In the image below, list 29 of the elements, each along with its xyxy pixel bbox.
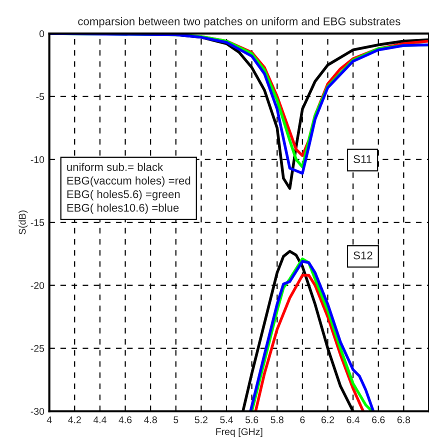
chart-title: comparsion between two patches on uniform and EBG substrates — [78, 17, 400, 28]
x-tick-label: 5 — [174, 416, 178, 424]
x-tick-label: 4 — [46, 416, 52, 424]
annotation: uniform sub.= black EBG(vaccum holes) =red EBG( holes5.6) =green EBG( holes10.6) =blue — [67, 162, 190, 214]
line-series — [254, 274, 365, 412]
annotation: S12 — [354, 251, 372, 260]
annotation: S11 — [354, 155, 372, 164]
x-tick-label: 5.4 — [220, 416, 233, 424]
x-tick-label: 6.6 — [372, 416, 385, 424]
y-tick-label: 0 — [39, 30, 44, 38]
x-tick-label: 5.6 — [245, 416, 258, 424]
x-tick-label: 6 — [300, 416, 305, 424]
x-tick-label: 5.2 — [194, 416, 208, 424]
x-tick-label: 6.2 — [321, 416, 334, 424]
y-tick-label: -10 — [30, 156, 44, 164]
x-tick-label: 6.8 — [397, 416, 410, 424]
x-tick-label: 6.4 — [346, 416, 360, 424]
x-tick-label: 4.2 — [68, 416, 81, 424]
x-tick-label: 4.6 — [118, 416, 132, 424]
x-tick-label: 4.8 — [144, 416, 157, 424]
y-tick-label: -5 — [36, 93, 44, 100]
y-tick-label: -20 — [30, 282, 44, 289]
x-axis-title: Freq [GHz] — [216, 428, 262, 438]
y-tick-label: -15 — [30, 219, 44, 226]
x-tick-label: 4.4 — [93, 416, 106, 424]
y-tick-label: -25 — [30, 345, 44, 352]
y-tick-label: -30 — [30, 408, 44, 415]
y-axis-title: S(dB) — [18, 210, 28, 234]
x-tick-label: 5.8 — [270, 416, 284, 424]
